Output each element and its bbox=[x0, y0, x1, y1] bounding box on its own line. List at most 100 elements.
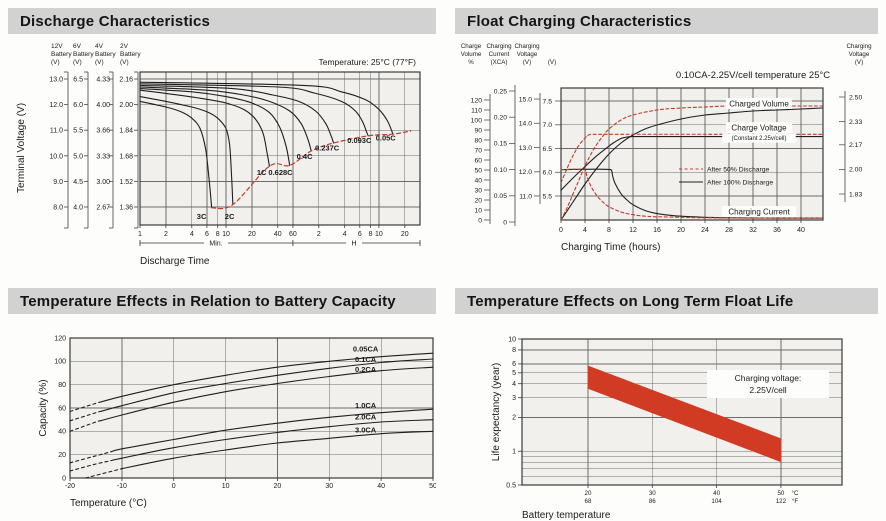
discharge-end-dashed-line bbox=[211, 130, 412, 210]
svg-text:6: 6 bbox=[512, 361, 516, 368]
svg-text:Min.: Min. bbox=[209, 241, 222, 248]
section-title-bar: Temperature Effects on Long Term Float L… bbox=[455, 288, 878, 314]
svg-text:14.0: 14.0 bbox=[519, 121, 532, 128]
svg-text:7.5: 7.5 bbox=[543, 98, 553, 105]
svg-text:Battery temperature: Battery temperature bbox=[522, 510, 611, 521]
svg-text:0.5: 0.5 bbox=[506, 482, 516, 489]
svg-text:4V: 4V bbox=[95, 43, 104, 50]
discharge-characteristics-chart: 12VBattery(V)13.012.011.010.09.08.06VBat… bbox=[16, 43, 421, 267]
svg-text:0.1CA: 0.1CA bbox=[355, 355, 377, 364]
svg-text:2.16: 2.16 bbox=[119, 77, 133, 84]
capacity-series-2.0CA bbox=[110, 419, 434, 462]
svg-text:1: 1 bbox=[138, 231, 142, 238]
svg-text:(V): (V) bbox=[523, 59, 531, 66]
svg-text:110: 110 bbox=[471, 107, 482, 114]
svg-text:1: 1 bbox=[512, 449, 516, 456]
svg-text:Charging voltage:: Charging voltage: bbox=[735, 373, 802, 383]
svg-text:6.5: 6.5 bbox=[73, 77, 83, 84]
svg-text:122: 122 bbox=[776, 498, 787, 505]
svg-text:1.0CA: 1.0CA bbox=[355, 401, 377, 410]
svg-text:Voltage: Voltage bbox=[849, 51, 870, 58]
svg-text:Discharge Time: Discharge Time bbox=[140, 256, 210, 267]
svg-text:4.33: 4.33 bbox=[96, 77, 110, 84]
svg-text:(V): (V) bbox=[855, 59, 863, 66]
svg-text:10: 10 bbox=[222, 231, 230, 238]
svg-text:0.05: 0.05 bbox=[494, 193, 507, 200]
svg-text:3.66: 3.66 bbox=[96, 128, 110, 135]
svg-text:°F: °F bbox=[792, 498, 798, 505]
svg-text:50: 50 bbox=[429, 483, 436, 490]
svg-text:20: 20 bbox=[401, 231, 409, 238]
svg-text:50: 50 bbox=[777, 490, 784, 497]
charging-voltage-12v-scale: 15.0 14.0 13.0 12.0 11.0 bbox=[519, 93, 541, 204]
svg-text:12V: 12V bbox=[51, 43, 63, 50]
float-series-voltage6-100 bbox=[560, 136, 823, 191]
svg-text:Temperature: 25°C (77°F): Temperature: 25°C (77°F) bbox=[318, 57, 416, 67]
svg-text:1.68: 1.68 bbox=[119, 153, 133, 160]
section-title-float-charging: Float Charging Characteristics bbox=[467, 12, 692, 30]
capacity-series-3.0CA bbox=[121, 430, 434, 470]
svg-text:(Constant 2.25v/cell): (Constant 2.25v/cell) bbox=[731, 136, 786, 142]
svg-text:2: 2 bbox=[164, 231, 168, 238]
svg-text:40: 40 bbox=[274, 231, 282, 238]
svg-text:8.0: 8.0 bbox=[53, 205, 63, 212]
svg-text:Charge Voltage: Charge Voltage bbox=[731, 124, 787, 133]
svg-text:Capacity (%): Capacity (%) bbox=[38, 379, 49, 436]
grid bbox=[70, 338, 433, 478]
svg-text:30: 30 bbox=[474, 187, 482, 194]
svg-text:Charging: Charging bbox=[846, 43, 872, 50]
panel-temperature-float-life: Temperature Effects on Long Term Float L… bbox=[455, 288, 878, 521]
svg-text:12.0: 12.0 bbox=[49, 102, 63, 109]
svg-text:104: 104 bbox=[711, 498, 722, 505]
svg-text:40: 40 bbox=[713, 490, 720, 497]
svg-text:20: 20 bbox=[58, 452, 66, 459]
svg-text:After 100% Discharge: After 100% Discharge bbox=[707, 180, 773, 187]
svg-text:0: 0 bbox=[478, 217, 482, 224]
svg-text:3.0CA: 3.0CA bbox=[355, 426, 377, 435]
svg-text:100: 100 bbox=[471, 117, 483, 124]
svg-text:0.237C: 0.237C bbox=[315, 143, 340, 152]
svg-text:6V: 6V bbox=[73, 43, 82, 50]
svg-text:11.0: 11.0 bbox=[519, 193, 532, 200]
capacity-series-0.05CA bbox=[100, 352, 434, 403]
svg-text:8: 8 bbox=[369, 231, 373, 238]
svg-text:40: 40 bbox=[474, 177, 482, 184]
svg-text:30: 30 bbox=[325, 483, 333, 490]
svg-text:0.2CA: 0.2CA bbox=[355, 365, 377, 374]
svg-text:2.25V/cell: 2.25V/cell bbox=[749, 385, 786, 395]
svg-text:H: H bbox=[351, 241, 356, 248]
svg-text:6: 6 bbox=[205, 231, 209, 238]
svg-text:40: 40 bbox=[377, 483, 385, 490]
svg-text:Volume: Volume bbox=[461, 51, 482, 58]
svg-text:Battery: Battery bbox=[120, 51, 141, 58]
capacity-series-0.2CA bbox=[100, 366, 434, 422]
svg-text:7.0: 7.0 bbox=[543, 122, 553, 129]
svg-text:0.10: 0.10 bbox=[494, 167, 507, 174]
svg-text:(V): (V) bbox=[95, 59, 104, 66]
svg-text:8: 8 bbox=[216, 231, 220, 238]
svg-text:Battery: Battery bbox=[95, 51, 116, 58]
float-series-voltage6-50 bbox=[560, 133, 823, 184]
discharge-series-0.237C bbox=[139, 84, 335, 144]
svg-text:80: 80 bbox=[474, 137, 482, 144]
svg-text:0: 0 bbox=[559, 227, 563, 234]
svg-text:1.83: 1.83 bbox=[849, 191, 862, 198]
svg-text:0: 0 bbox=[62, 475, 66, 482]
svg-text:20: 20 bbox=[274, 483, 282, 490]
section-title-bar: Discharge Characteristics bbox=[8, 8, 436, 34]
svg-text:15.0: 15.0 bbox=[519, 96, 532, 103]
svg-text:2.17: 2.17 bbox=[849, 142, 862, 149]
discharge-series-3C bbox=[139, 100, 213, 208]
svg-text:10.0: 10.0 bbox=[49, 153, 63, 160]
svg-text:20: 20 bbox=[677, 227, 685, 234]
svg-text:2.0CA: 2.0CA bbox=[355, 412, 377, 421]
svg-text:3: 3 bbox=[512, 395, 516, 402]
svg-text:1C: 1C bbox=[257, 168, 267, 177]
svg-text:9.0: 9.0 bbox=[53, 179, 63, 186]
svg-text:2.67: 2.67 bbox=[96, 205, 110, 212]
svg-text:0.05CA: 0.05CA bbox=[353, 345, 379, 354]
